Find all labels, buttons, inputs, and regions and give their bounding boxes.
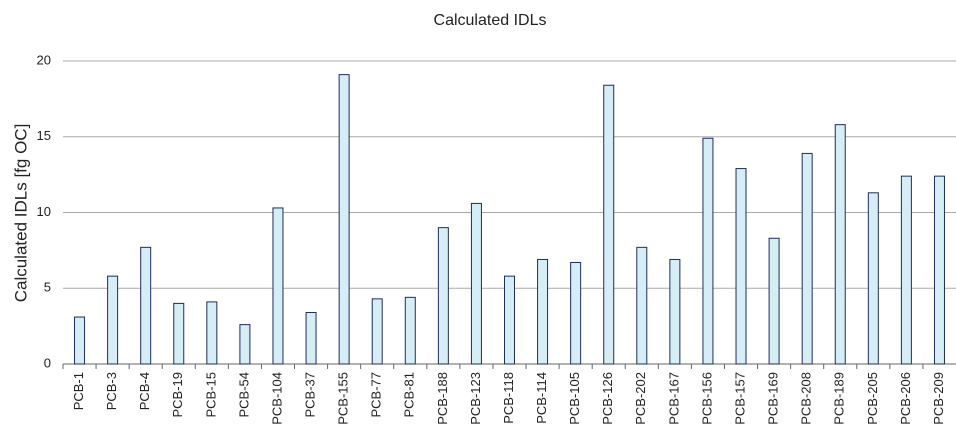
x-tick-label: PCB-205 — [865, 372, 880, 425]
x-tick-label: PCB-157 — [732, 372, 747, 425]
bar — [735, 168, 747, 365]
x-tick-label: PCB-209 — [931, 372, 946, 425]
x-tick-label: PCB-202 — [633, 372, 648, 425]
x-tick-label: PCB-188 — [435, 372, 450, 425]
x-tick-label: PCB-123 — [468, 372, 483, 425]
bar — [702, 137, 714, 365]
x-tick-label: PCB-19 — [170, 372, 185, 418]
x-tick-label: PCB-3 — [104, 372, 119, 410]
bar — [437, 227, 449, 365]
bar — [900, 175, 912, 365]
x-tick-label: PCB-105 — [567, 372, 582, 425]
bar — [669, 258, 681, 365]
bar — [570, 261, 582, 365]
y-tick-label: 10 — [37, 204, 51, 219]
x-tick-label: PCB-156 — [699, 372, 714, 425]
bar — [834, 124, 846, 365]
x-tick-label: PCB-15 — [203, 372, 218, 418]
x-tick-label: PCB-208 — [799, 372, 814, 425]
x-tick-label: PCB-1 — [71, 372, 86, 410]
x-tick-label: PCB-81 — [402, 372, 417, 418]
bar — [173, 302, 185, 365]
x-tick-label: PCB-126 — [600, 372, 615, 425]
bar — [206, 301, 218, 365]
y-tick-label: 15 — [37, 128, 51, 143]
bar — [470, 202, 482, 365]
x-tick-label: PCB-77 — [369, 372, 384, 418]
y-tick-label: 0 — [44, 355, 51, 370]
bar — [140, 246, 152, 365]
bar — [272, 207, 284, 365]
bar — [305, 311, 317, 365]
x-tick-label: PCB-118 — [501, 372, 516, 424]
bar — [404, 296, 416, 365]
bar — [504, 275, 515, 365]
x-tick-label: PCB-167 — [666, 372, 681, 425]
x-tick-label: PCB-37 — [302, 372, 317, 418]
bar — [933, 175, 945, 365]
bar — [801, 152, 813, 365]
bar — [636, 246, 648, 365]
bar — [768, 237, 780, 365]
bar — [239, 324, 251, 365]
x-tick-label: PCB-4 — [137, 372, 152, 410]
bar — [603, 84, 615, 365]
x-tick-label: PCB-206 — [898, 372, 913, 425]
bar — [338, 74, 350, 365]
bar — [107, 275, 119, 365]
x-tick-label: PCB-169 — [766, 372, 781, 425]
y-tick-label: 20 — [37, 52, 51, 67]
y-axis-title: Calculated IDLs [fg OC] — [11, 124, 30, 303]
x-tick-label: PCB-54 — [236, 372, 251, 418]
x-tick-label: PCB-104 — [269, 372, 284, 425]
y-tick-label: 5 — [44, 280, 51, 295]
chart-title: Calculated IDLs — [434, 12, 547, 29]
bar — [371, 298, 383, 365]
bar — [537, 258, 549, 365]
bar — [74, 316, 86, 365]
bar — [867, 192, 879, 365]
x-tick-label: PCB-114 — [534, 372, 549, 424]
x-tick-label: PCB-155 — [336, 372, 351, 425]
x-tick-label: PCB-189 — [832, 372, 847, 425]
